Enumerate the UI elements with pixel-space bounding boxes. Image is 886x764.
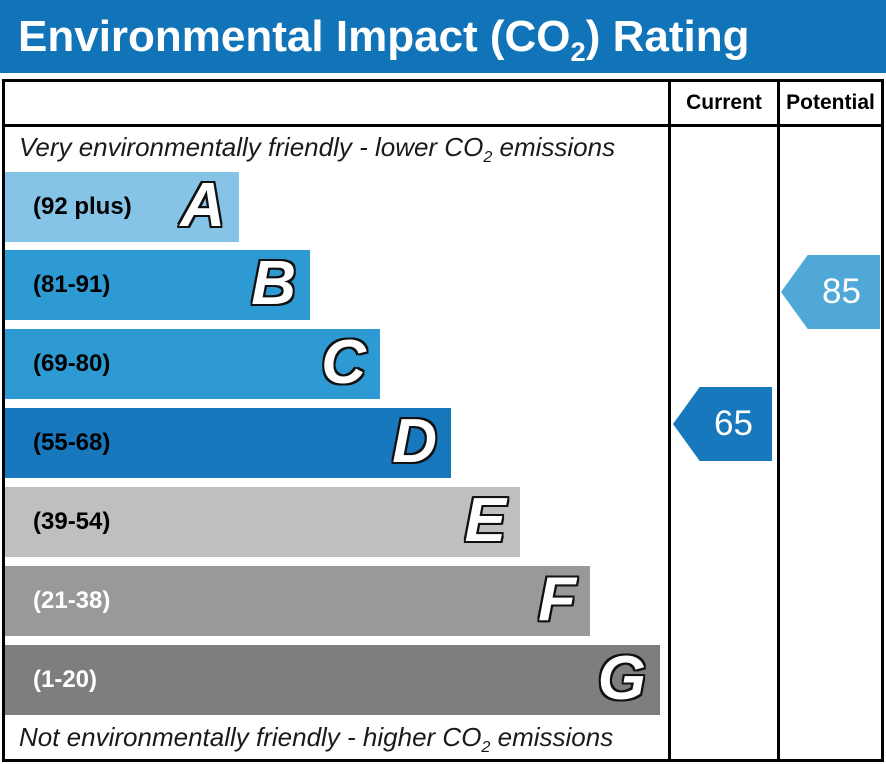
rating-band-b: (81-91) B [5,250,310,320]
rating-band-d: (55-68) D [5,408,451,478]
bottom-note-text: Not environmentally friendly - higher CO [19,722,482,752]
band-range-label: (21-38) [33,587,111,614]
band-letter: D [391,406,438,476]
band-letter: E [463,485,507,555]
chart-title-suffix: ) Rating [585,11,750,61]
rating-band-e: (39-54) E [5,487,520,557]
band-letter: G [597,643,648,713]
band-range-label: (69-80) [33,350,111,377]
current-rating-value: 65 [714,404,753,443]
header-divider-line [5,124,881,127]
current-column-divider [668,82,671,759]
potential-rating-arrow: 85 [781,255,880,329]
chart-title: Environmental Impact (CO2) Rating [18,11,750,65]
potential-rating-value: 85 [822,272,861,311]
bottom-note-suffix: emissions [490,722,614,752]
band-range-label: (55-68) [33,429,111,456]
rating-band-a: (92 plus) A [5,172,239,242]
potential-column-divider [777,82,780,759]
top-note-subscript: 2 [483,148,493,167]
band-letter: B [250,248,297,318]
band-range-label: (92 plus) [33,193,132,220]
band-range-label: (81-91) [33,271,111,298]
band-letter: F [537,564,577,634]
rating-band-c: (69-80) C [5,329,380,399]
top-note-suffix: emissions [492,132,616,162]
chart-title-text: Environmental Impact (CO [18,11,571,61]
bottom-note: Not environmentally friendly - higher CO… [19,722,614,757]
chart-frame: Current Potential Very environmentally f… [2,79,884,762]
top-note-text: Very environmentally friendly - lower CO [19,132,484,162]
column-header-current: Current [686,91,762,114]
rating-band-f: (21-38) F [5,566,590,636]
bottom-note-subscript: 2 [481,738,491,757]
band-letter: A [179,170,226,240]
top-note: Very environmentally friendly - lower CO… [19,132,616,167]
chart-title-bar: Environmental Impact (CO2) Rating [0,0,886,73]
current-rating-arrow: 65 [673,387,772,461]
band-letter: C [320,327,367,397]
column-header-potential: Potential [786,91,875,114]
band-range-label: (39-54) [33,508,111,535]
chart-title-subscript: 2 [570,35,586,67]
rating-band-g: (1-20) G [5,645,660,715]
band-range-label: (1-20) [33,666,98,693]
